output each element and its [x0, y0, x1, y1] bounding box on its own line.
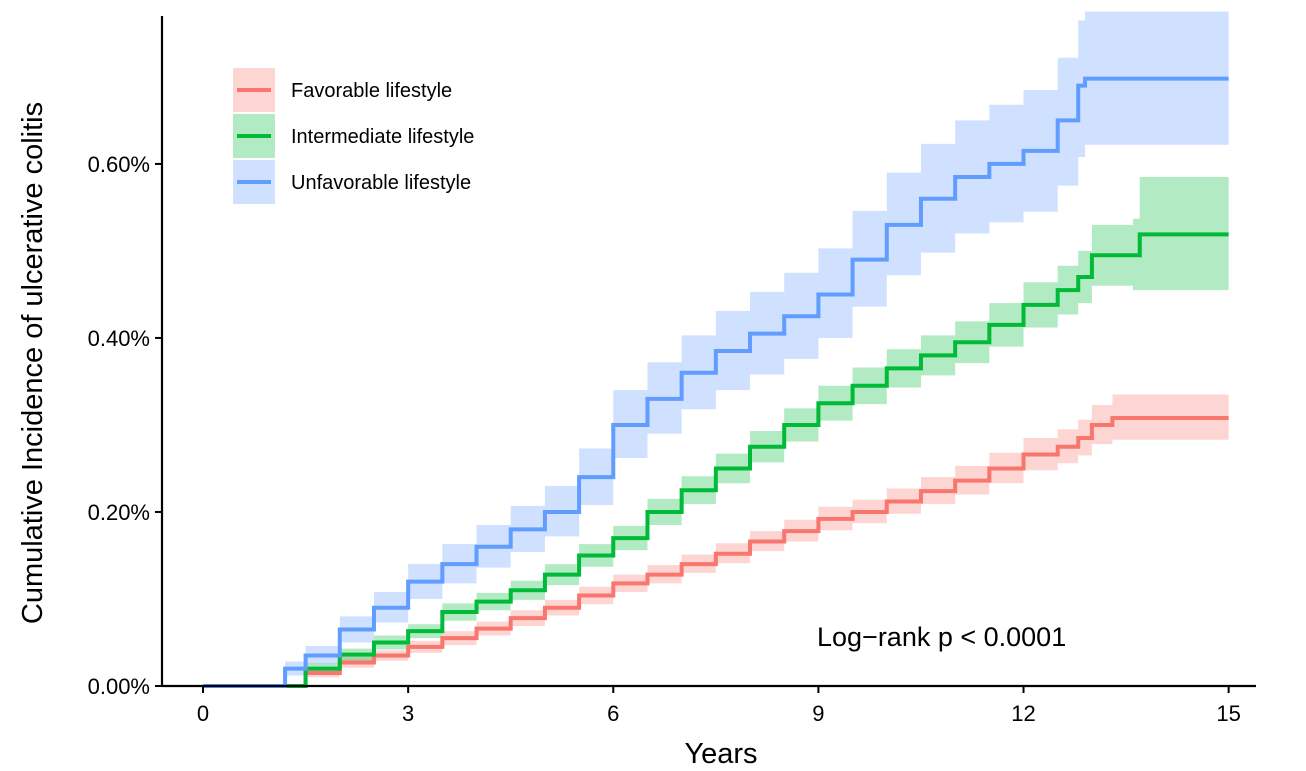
legend-label: Unfavorable lifestyle: [291, 172, 471, 194]
legend-item-favorable-lifestyle: Favorable lifestyle: [233, 68, 452, 112]
series-line-favorable-lifestyle: [203, 416, 1229, 688]
y-tick-label: 0.60%: [88, 152, 150, 177]
legend-item-intermediate-lifestyle: Intermediate lifestyle: [233, 114, 474, 158]
logrank-annotation: Log−rank p < 0.0001: [817, 622, 1066, 652]
x-tick-label: 3: [402, 701, 414, 726]
x-tick-label: 12: [1011, 701, 1035, 726]
y-tick-label: 0.40%: [88, 326, 150, 351]
series-line-intermediate-lifestyle: [203, 232, 1229, 688]
x-tick-label: 9: [812, 701, 824, 726]
ci-band-intermediate-lifestyle: [203, 176, 1229, 686]
legend: Favorable lifestyle Intermediate lifestyl…: [233, 68, 474, 204]
series-line-unfavorable-lifestyle: [203, 76, 1229, 688]
legend-item-unfavorable-lifestyle: Unfavorable lifestyle: [233, 160, 471, 204]
x-tick-label: 6: [607, 701, 619, 726]
confidence-bands: [203, 11, 1229, 686]
legend-label: Intermediate lifestyle: [291, 126, 474, 148]
series-lines: [203, 76, 1229, 688]
y-tick-label: 0.00%: [88, 674, 150, 699]
x-axis-title: Years: [684, 738, 757, 770]
ci-band-unfavorable-lifestyle: [203, 11, 1229, 686]
y-tick-label: 0.20%: [88, 500, 150, 525]
axes: 0 3 6 9 12 15 0.00% 0.20% 0.40% 0.60%: [88, 16, 1256, 726]
x-tick-label: 0: [197, 701, 209, 726]
y-axis-ticks: 0.00% 0.20% 0.40% 0.60%: [88, 152, 162, 699]
ci-band-favorable-lifestyle: [203, 394, 1229, 686]
x-tick-label: 15: [1216, 701, 1240, 726]
legend-label: Favorable lifestyle: [291, 80, 452, 102]
y-axis-title: Cumulative Incidence of ulcerative colit…: [17, 102, 49, 624]
x-axis-ticks: 0 3 6 9 12 15: [197, 686, 1241, 726]
